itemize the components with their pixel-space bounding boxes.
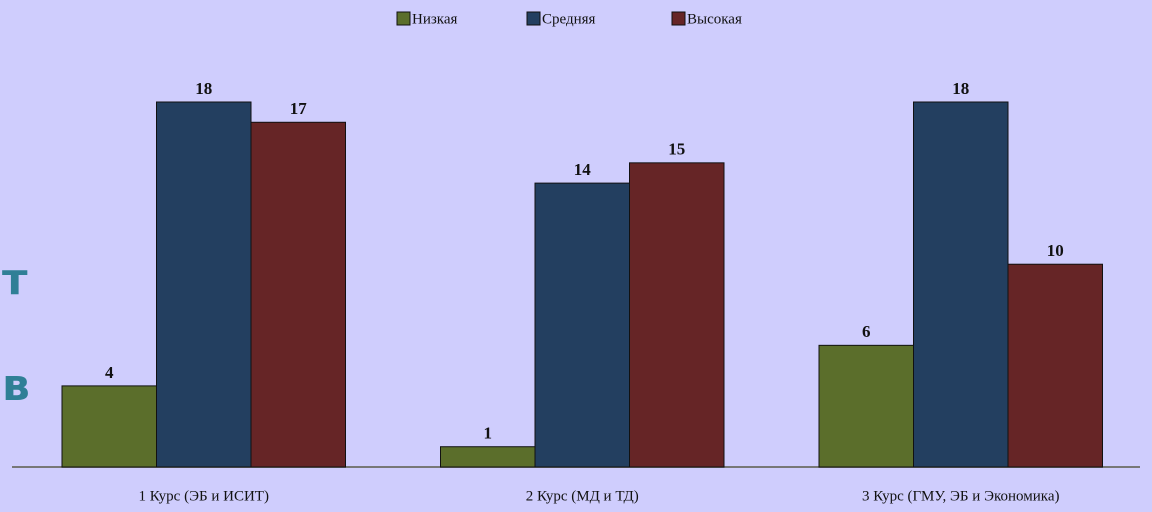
x-tick-label: 3 Курс (ГМУ, ЭБ и Экономика) bbox=[862, 488, 1059, 504]
legend-swatch bbox=[396, 11, 411, 26]
data-label: 1 bbox=[484, 424, 493, 443]
bar bbox=[629, 162, 725, 468]
legend-swatch bbox=[671, 11, 686, 26]
data-label: 17 bbox=[290, 99, 308, 118]
data-label: 18 bbox=[952, 79, 969, 98]
bar bbox=[156, 101, 252, 468]
annotation: т bbox=[2, 254, 28, 305]
bar bbox=[913, 101, 1009, 468]
legend-label: Средняя bbox=[542, 11, 596, 27]
data-label: 10 bbox=[1047, 241, 1064, 260]
bar bbox=[250, 121, 346, 468]
bar bbox=[440, 446, 536, 468]
legend-swatch bbox=[526, 11, 541, 26]
annotation: в bbox=[2, 360, 30, 411]
data-label: 6 bbox=[862, 322, 871, 341]
data-label: 15 bbox=[668, 140, 685, 159]
legend-label: Низкая bbox=[412, 11, 458, 27]
bar bbox=[818, 344, 914, 468]
data-label: 14 bbox=[574, 160, 592, 179]
bar bbox=[1007, 263, 1103, 468]
bar bbox=[61, 385, 157, 468]
bar bbox=[534, 182, 630, 468]
legend-label: Высокая bbox=[687, 11, 742, 27]
data-label: 18 bbox=[195, 79, 212, 98]
x-tick-label: 1 Курс (ЭБ и ИСИТ) bbox=[139, 488, 269, 504]
x-tick-label: 2 Курс (МД и ТД) bbox=[526, 488, 639, 504]
data-label: 4 bbox=[105, 363, 114, 382]
